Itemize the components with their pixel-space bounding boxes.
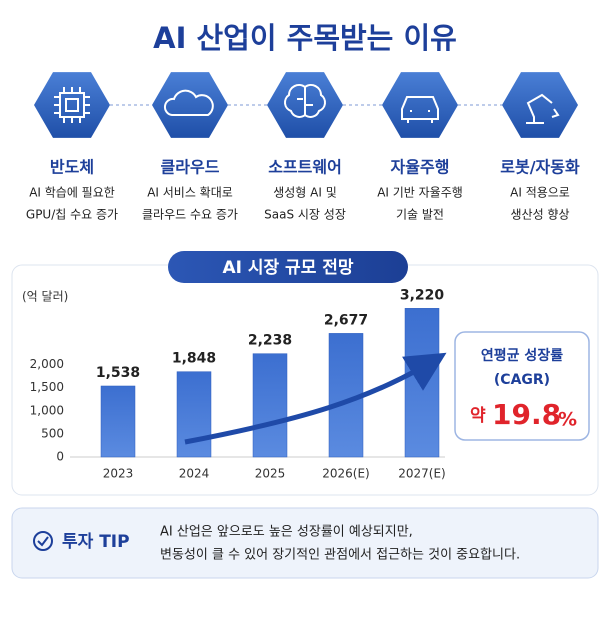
bar [100,385,136,458]
check-icon [33,531,53,551]
value-label: 1,538 [96,365,140,381]
icon-glyph [163,89,214,116]
value-label: 1,848 [172,351,216,367]
cagr-label: 연평균 성장률 [481,347,563,364]
industry-label: 클라우드 [161,158,220,177]
value-label: 3,220 [400,287,445,303]
industry-label: 로봇/자동화 [500,158,580,177]
y-tick-label: 1,500 [30,380,64,394]
chart-title: AI 시장 규모 전망 [222,258,353,278]
y-tick-label: 1,000 [30,403,64,417]
x-tick-label: 2025 [255,467,286,481]
x-tick-label: 2023 [103,467,134,481]
cagr-box [454,331,590,441]
hexagon-icon [34,72,110,138]
industry-description: 기술 발전 [396,208,444,222]
y-axis-label: (억 달러) [22,290,68,304]
trend-arrow [184,352,447,445]
industry-description: 클라우드 수요 증가 [142,208,238,222]
industry-label: 자율주행 [391,158,450,177]
icon-glyph [526,93,560,124]
check-mark [37,536,49,547]
bar [176,371,212,458]
industry-description: SaaS 시장 성장 [264,208,346,222]
x-tick-label: 2026(E) [322,467,369,481]
chart: 0 500 1,000 1,500 2,000 1,538 2023 1,848 2024 2,2… [30,287,446,480]
tip-box [11,507,599,579]
y-tick-label: 500 [41,426,64,440]
industry-description: AI 기반 자율주행 [377,185,463,200]
icon-glyph [54,87,90,123]
tip-line: 변동성이 클 수 있어 장기적인 관점에서 접근하는 것이 중요합니다. [160,548,520,563]
x-tick-label: 2024 [179,467,210,481]
hexagon-icon [152,72,228,138]
title: AI 산업이 주목받는 이유 [153,21,457,55]
x-tick-label: 2027(E) [398,467,445,481]
value-label: 2,238 [248,333,292,349]
icon-row: 반도체 AI 학습에 필요한 GPU/칩 수요 증가 클라우드 AI 서비스 확대로클라… [26,72,580,222]
industry-description: AI 학습에 필요한 [29,186,115,200]
industry-label: 반도체 [50,158,94,177]
y-tick-label: 0 [56,450,64,464]
cagr-sublabel: (CAGR) [494,372,550,388]
cagr-value: 19.8 [492,398,561,431]
industry-description: GPU/칩 수요 증가 [26,208,118,222]
industry-description: 생성형 AI 및 [273,186,337,200]
industry-label: 소프트웨어 [268,158,342,177]
hexagon-icon [382,72,458,138]
cagr-unit: % [558,409,577,431]
icon-glyph [284,84,326,118]
tip-label: 투자 TIP [62,532,130,552]
cagr-prefix: 약 [470,405,486,426]
chart-title-pill [168,251,408,283]
industry-description: AI 적용으로 [510,186,570,200]
bar [404,308,440,458]
industry-description: AI 서비스 확대로 [147,186,233,200]
industry-description: 생산성 향상 [510,208,569,222]
y-tick-label: 2,000 [30,357,64,371]
tip-line: AI 산업은 앞으로도 높은 성장률이 예상되지만, [160,525,413,540]
hexagon-icon [502,72,578,138]
bar [252,353,288,458]
icon-glyph [401,96,439,123]
value-label: 2,677 [324,312,368,328]
